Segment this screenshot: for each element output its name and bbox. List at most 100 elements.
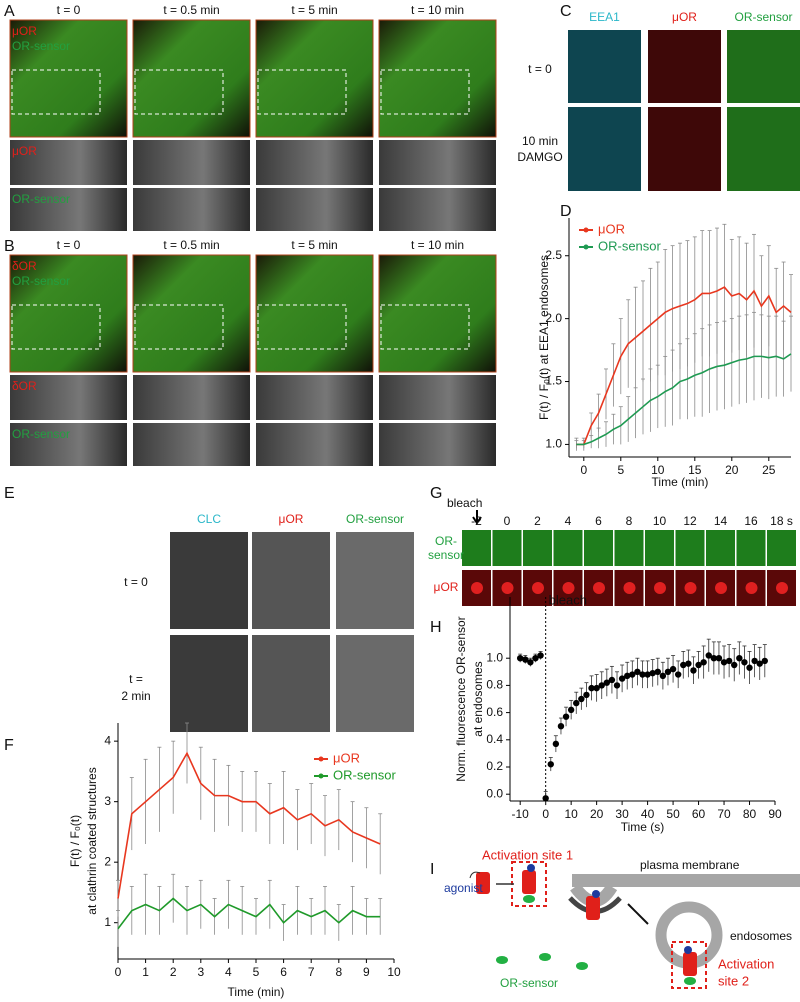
micrograph [379,423,496,466]
micrograph [648,107,721,191]
row-label: 10 min [522,134,558,148]
x-tick-label: 3 [197,965,204,979]
y-tick-label: 2.0 [545,311,562,325]
y-tick-label: 1.5 [545,374,562,388]
point [649,669,656,677]
x-tick-label: 2 [170,965,177,979]
y-axis-label: F(t) / F₀(t) [68,815,82,867]
x-tick-label: 60 [692,807,706,821]
micrograph [255,19,374,138]
bleach-arrow [472,510,482,525]
micrograph [379,188,496,231]
micrograph [252,532,330,629]
channel-label: OR-sensor [12,427,70,441]
time-label: 18 s [770,514,793,528]
point [639,671,646,678]
agonist-dot [684,946,692,954]
x-tick-label: 10 [564,807,578,821]
row-label: sensor [428,548,464,562]
receptor [683,952,697,976]
y-tick-label: 1 [104,915,111,929]
micrograph [378,254,497,373]
spot [776,582,788,594]
micrograph [256,140,373,185]
micrograph [9,19,128,138]
micrograph [170,532,248,629]
x-tick-label: 10 [651,463,665,477]
point [644,671,651,678]
time-label: 8 [626,514,633,528]
spot [654,582,666,594]
x-tick-label: 9 [363,965,370,979]
time-label: t = 0 [57,238,81,252]
micrograph [568,30,641,103]
micrograph [767,530,796,566]
x-tick-label: 80 [743,807,757,821]
roi-box [380,304,470,350]
x-tick-label: 30 [615,807,629,821]
roi-box [257,304,347,350]
time-label: 0 [504,514,511,528]
x-tick-label: 90 [768,807,782,821]
point [603,679,611,686]
x-axis-label: Time (s) [621,820,665,834]
point [751,657,758,665]
time-label: 4 [565,514,572,528]
y-tick-label: 0.8 [486,678,503,692]
micrograph [256,375,373,420]
micrograph [170,635,248,732]
micrograph [132,19,251,138]
series-line [117,751,381,899]
point [573,699,580,707]
micrograph [379,375,496,420]
row-label: 2 min [121,689,150,703]
point [624,672,631,680]
spot [715,582,727,594]
panel-letter: F [4,737,14,754]
y-axis-label: at endosomes [471,661,485,736]
roi-box [11,304,101,350]
point [552,740,560,748]
micrograph [736,530,766,566]
row-label: DAMGO [517,150,562,164]
point [613,682,621,689]
micrograph [132,254,251,373]
point [725,657,733,665]
channel-label: CLC [197,512,221,526]
point [634,668,641,675]
micrograph [584,530,613,566]
time-label: t = 5 min [291,238,337,252]
micrograph [378,19,497,138]
bleach-label: bleach [447,496,482,510]
x-tick-label: 50 [666,807,680,821]
time-label: t = 5 min [291,3,337,17]
series-line [576,353,792,446]
panel-letter: A [4,3,15,20]
micrograph [648,30,721,103]
x-tick-label: 5 [617,463,624,477]
point [618,675,626,682]
y-axis-label: F(t) / F₀(t) at EEA1 endosomes [537,255,551,420]
spot [471,582,483,594]
x-tick-label: 0 [580,463,587,477]
row-label: t = 0 [124,575,148,589]
legend-swatch [318,756,324,762]
point [588,684,595,692]
point [537,652,544,659]
point [756,660,763,667]
roi-box [380,69,470,115]
channel-label: EEA1 [589,10,620,24]
site-box [671,941,707,989]
receptor [476,872,490,894]
panel-letter: I [430,861,434,878]
legend-swatch [583,244,589,250]
y-axis-label: at clathrin coated structures [85,767,99,914]
micrograph [492,530,522,566]
point [567,706,575,714]
y-tick-label: 1.0 [486,650,503,664]
roi-box [134,304,224,350]
micrograph [462,530,491,566]
channel-label: μOR [12,24,37,38]
x-axis-label: Time (min) [652,475,709,489]
